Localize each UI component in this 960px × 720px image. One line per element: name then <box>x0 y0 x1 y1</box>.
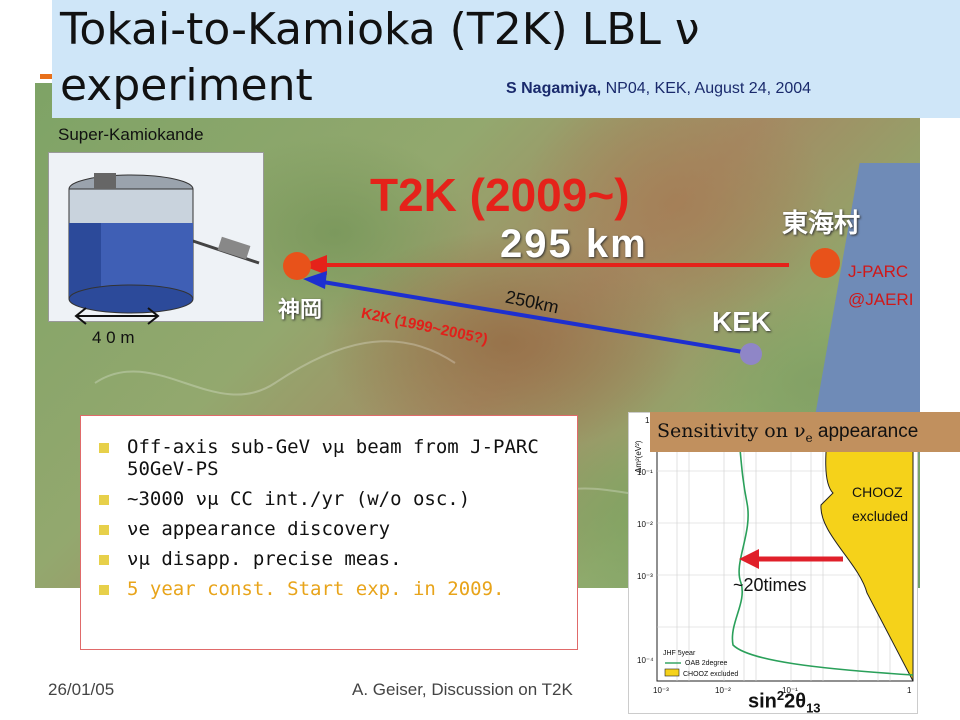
x-axis-label-sup: 2 <box>776 688 785 703</box>
y-axis-title: Δm²(eV²) <box>634 440 643 473</box>
detector-size-arrow <box>74 307 160 325</box>
title-line-1: Tokai-to-Kamioka (T2K) LBL ν <box>60 4 700 55</box>
x-tick-m3: 10⁻³ <box>653 686 669 695</box>
jparc-line-2: @JAERI <box>848 290 914 309</box>
t2k-heading: T2K (2009~) <box>370 169 630 221</box>
sensitivity-plot-graphic: JHF 5year OAB 2degree CHOOZ excluded 1 1… <box>634 416 914 695</box>
k2k-beamline <box>316 279 750 355</box>
y-tick-m4: 10⁻⁴ <box>637 656 654 665</box>
footer-date: 26/01/05 <box>48 680 115 699</box>
y-tick-1: 1 <box>645 416 650 425</box>
chooz-excluded-label: CHOOZ excluded <box>852 480 908 528</box>
bullet-text: 5 year const. Start exp. in 2009. <box>127 578 505 600</box>
bullet-schedule: 5 year const. Start exp. in 2009. <box>93 578 577 600</box>
improvement-arrowhead <box>739 549 759 569</box>
chooz-line-2: excluded <box>852 508 909 524</box>
x-tick-m2: 10⁻² <box>715 686 731 695</box>
credit-author: S Nagamiya, <box>506 80 602 97</box>
decorative-orange-line <box>40 74 60 79</box>
sensitivity-title-sub: e <box>805 430 813 445</box>
kek-label: KEK <box>712 306 772 337</box>
legend-oab: OAB 2degree <box>685 660 728 667</box>
kamioka-site-marker <box>283 252 311 280</box>
bullet-marker <box>99 495 109 505</box>
sensitivity-curve <box>731 418 914 676</box>
super-kamiokande-label: Super-Kamiokande <box>58 125 204 144</box>
jparc-line-1: J-PARC <box>848 262 909 281</box>
bullet-beam: Off-axis sub-GeV νμ beam from J-PARC 50G… <box>93 436 577 480</box>
x-axis-label-sub: 13 <box>806 700 821 716</box>
credit-event: NP04, KEK, August 24, 2004 <box>601 80 812 97</box>
super-kamiokande-image <box>48 152 264 322</box>
x-axis-label-main: sin <box>748 690 777 713</box>
title-banner <box>52 0 960 118</box>
credit-line: S Nagamiya, NP04, KEK, August 24, 2004 <box>506 80 811 98</box>
bullet-text: νe appearance discovery <box>127 518 391 540</box>
bullet-marker <box>99 585 109 595</box>
x-axis-label: sin22θ13 <box>748 688 821 716</box>
bullet-marker <box>99 555 109 565</box>
t2k-distance-label: 295 km <box>500 222 648 266</box>
sensitivity-title: Sensitivity on νe appearance <box>657 420 918 445</box>
t2k-arrowhead <box>301 255 327 275</box>
bullet-appearance: νe appearance discovery <box>93 518 577 540</box>
key-points-list: Off-axis sub-GeV νμ beam from J-PARC 50G… <box>81 416 577 600</box>
chooz-line-1: CHOOZ <box>852 484 903 500</box>
y-tick-m2: 10⁻² <box>637 520 653 529</box>
tokai-label: 東海村 <box>782 208 861 238</box>
key-points-box: Off-axis sub-GeV νμ beam from J-PARC 50G… <box>80 415 578 650</box>
sensitivity-title-prefix: Sensitivity on ν <box>657 420 806 442</box>
sensitivity-title-suffix: appearance <box>812 421 919 442</box>
y-tick-m3: 10⁻³ <box>637 572 653 581</box>
bullet-marker <box>99 443 109 453</box>
bullet-disappearance: νμ disapp. precise meas. <box>93 548 577 570</box>
bullet-text: νμ disapp. precise meas. <box>127 548 402 570</box>
kamioka-label: 神岡 <box>278 297 323 322</box>
bullet-cc-rate: ~3000 νμ CC int./yr (w/o osc.) <box>93 488 577 510</box>
slide-title: Tokai-to-Kamioka (T2K) LBL ν experiment <box>60 2 760 114</box>
y-tick-m1: 10⁻¹ <box>637 468 653 477</box>
jparc-label: J-PARC @JAERI <box>848 258 913 314</box>
sensitivity-plot: JHF 5year OAB 2degree CHOOZ excluded 1 1… <box>628 412 918 714</box>
bullet-marker <box>99 525 109 535</box>
tokai-site-marker <box>810 248 840 278</box>
detector-illustration <box>49 153 263 321</box>
x-tick-m1: 10⁻¹ <box>782 686 798 695</box>
legend-jhf: JHF 5year <box>663 650 696 657</box>
k2k-arrowhead <box>303 271 327 289</box>
kek-site-marker <box>740 343 762 365</box>
x-axis-label-mid: 2θ <box>784 690 807 713</box>
detector-size-label: 4 0 m <box>92 328 135 347</box>
improvement-label: ~20times <box>733 575 807 595</box>
sensitivity-banner <box>650 412 960 452</box>
footer-author: A. Geiser, Discussion on T2K <box>352 680 573 699</box>
bullet-text: ~3000 νμ CC int./yr (w/o osc.) <box>127 488 471 510</box>
legend-chooz: CHOOZ excluded <box>683 671 738 678</box>
x-tick-1: 1 <box>907 686 912 695</box>
title-line-2: experiment <box>60 60 313 111</box>
bullet-text: Off-axis sub-GeV νμ beam from J-PARC 50G… <box>127 436 539 480</box>
